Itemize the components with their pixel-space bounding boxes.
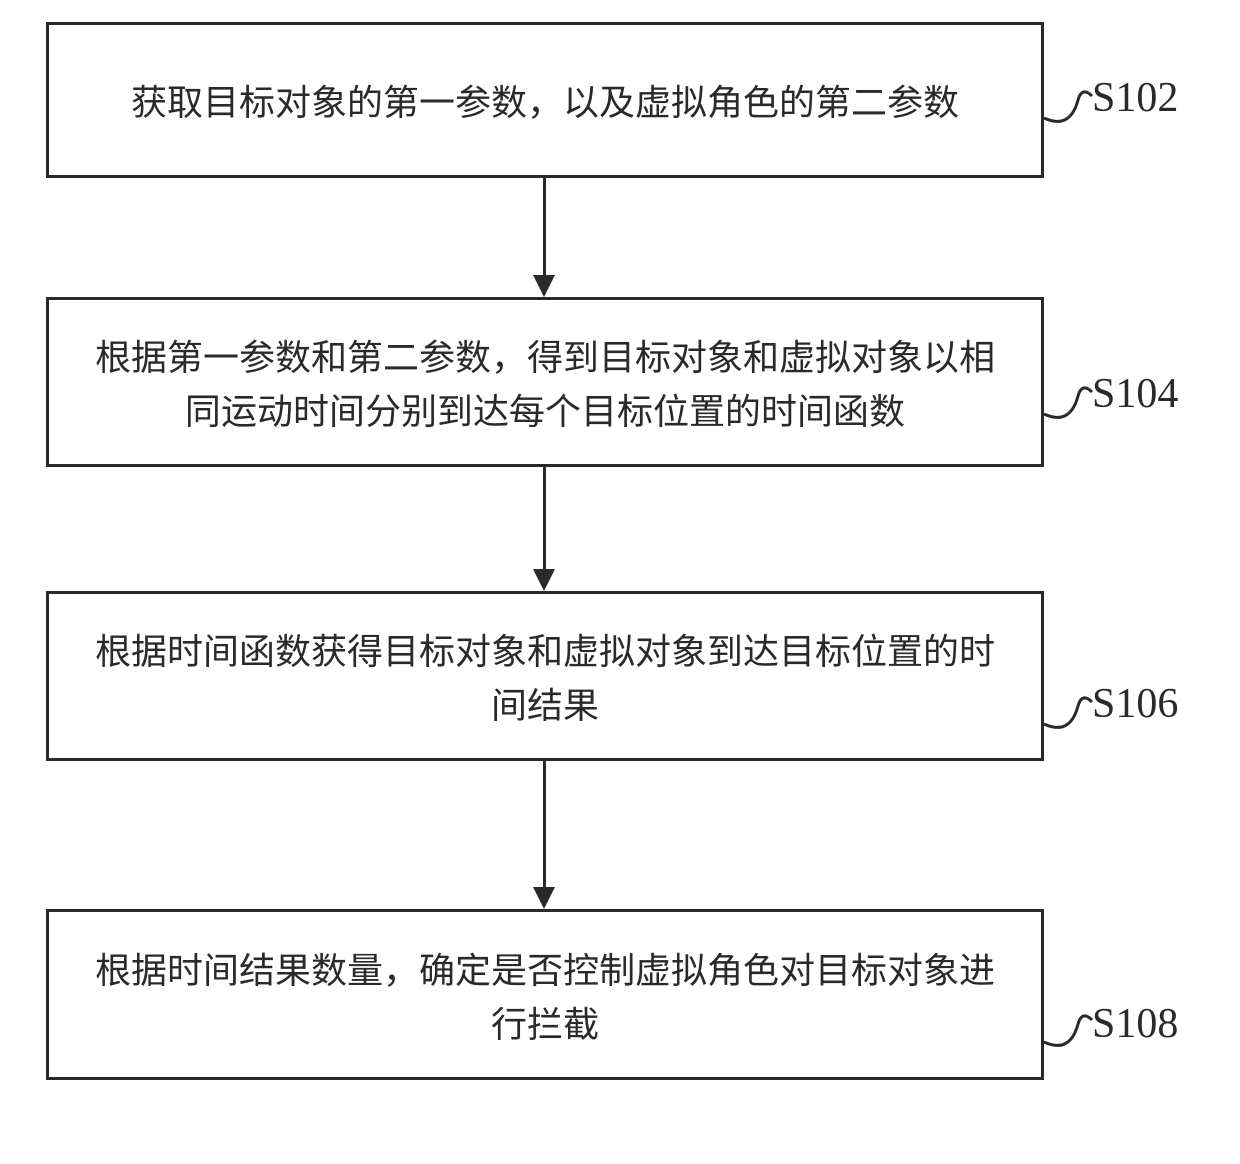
step-label-2: S104 — [1092, 370, 1178, 418]
step-label-1: S102 — [1092, 74, 1178, 122]
step-label-3: S106 — [1092, 680, 1178, 728]
step-label-4: S108 — [1092, 1000, 1178, 1048]
label-connector-4 — [0, 0, 1240, 1164]
flowchart-canvas: 获取目标对象的第一参数，以及虚拟角色的第二参数 根据第一参数和第二参数，得到目标… — [0, 0, 1240, 1164]
